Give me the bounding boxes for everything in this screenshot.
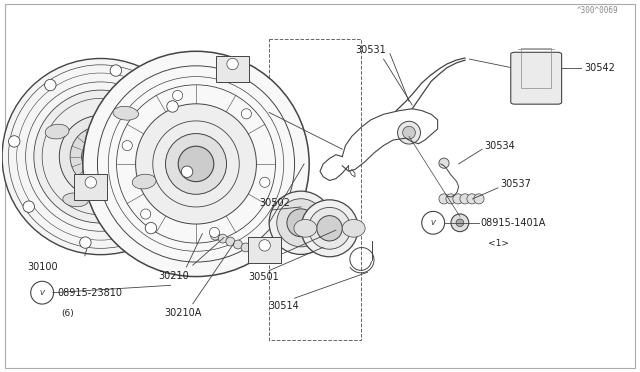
Ellipse shape [122, 141, 132, 151]
Ellipse shape [167, 101, 178, 112]
Ellipse shape [397, 121, 420, 144]
Ellipse shape [308, 208, 351, 249]
Text: V: V [431, 220, 436, 226]
Ellipse shape [456, 219, 464, 227]
Ellipse shape [145, 222, 157, 234]
Ellipse shape [342, 219, 365, 237]
Text: 30501: 30501 [249, 272, 280, 282]
Text: 30514: 30514 [268, 301, 299, 311]
Ellipse shape [446, 194, 456, 204]
Text: 30210A: 30210A [164, 308, 202, 318]
Text: <1>: <1> [488, 238, 509, 247]
Ellipse shape [113, 106, 138, 120]
Ellipse shape [453, 194, 463, 204]
Ellipse shape [467, 194, 477, 204]
Text: 30100: 30100 [28, 262, 58, 272]
Text: 30542: 30542 [584, 63, 615, 73]
Text: 08915-1401A: 08915-1401A [481, 218, 547, 228]
Ellipse shape [259, 240, 270, 251]
Text: 30534: 30534 [484, 141, 515, 151]
Bar [269, 39, 362, 340]
Ellipse shape [241, 109, 252, 119]
Ellipse shape [45, 124, 69, 139]
Bar [521, 48, 552, 88]
Ellipse shape [136, 104, 257, 224]
Ellipse shape [166, 134, 227, 194]
Ellipse shape [269, 191, 333, 254]
Text: ^300^0069: ^300^0069 [577, 6, 619, 15]
Ellipse shape [403, 126, 415, 139]
Ellipse shape [276, 199, 325, 247]
Ellipse shape [83, 51, 309, 276]
FancyBboxPatch shape [248, 237, 281, 263]
Ellipse shape [132, 174, 156, 189]
Ellipse shape [79, 237, 91, 248]
Ellipse shape [2, 58, 199, 255]
Ellipse shape [23, 201, 35, 212]
Text: 30210: 30210 [158, 271, 189, 281]
Text: 08915-23810: 08915-23810 [58, 288, 122, 298]
Text: 30537: 30537 [500, 179, 531, 189]
Ellipse shape [439, 194, 449, 204]
Ellipse shape [89, 145, 112, 168]
Ellipse shape [81, 138, 120, 176]
FancyBboxPatch shape [511, 52, 562, 104]
Ellipse shape [45, 79, 56, 91]
Ellipse shape [211, 231, 220, 240]
Ellipse shape [209, 227, 220, 237]
Ellipse shape [439, 158, 449, 168]
Ellipse shape [241, 243, 250, 252]
Text: V: V [40, 290, 45, 296]
Ellipse shape [451, 214, 468, 232]
FancyBboxPatch shape [216, 56, 249, 82]
Ellipse shape [218, 234, 227, 243]
Ellipse shape [474, 194, 484, 204]
Ellipse shape [34, 90, 168, 223]
Ellipse shape [234, 240, 243, 249]
Text: 30502: 30502 [260, 198, 291, 208]
Ellipse shape [260, 177, 270, 187]
Ellipse shape [60, 115, 142, 198]
Text: (6): (6) [61, 309, 74, 318]
Ellipse shape [317, 216, 342, 241]
Ellipse shape [301, 200, 358, 257]
Ellipse shape [63, 193, 88, 207]
Ellipse shape [8, 136, 20, 147]
Ellipse shape [226, 237, 235, 246]
Ellipse shape [110, 65, 122, 76]
Ellipse shape [173, 90, 182, 100]
Ellipse shape [70, 126, 131, 187]
Text: 30531: 30531 [355, 45, 386, 55]
Ellipse shape [460, 194, 470, 204]
Ellipse shape [181, 166, 193, 177]
Ellipse shape [141, 209, 151, 219]
Ellipse shape [287, 209, 315, 237]
Ellipse shape [294, 219, 317, 237]
Ellipse shape [178, 146, 214, 182]
Ellipse shape [227, 58, 238, 70]
FancyBboxPatch shape [74, 174, 108, 200]
Ellipse shape [85, 177, 97, 188]
